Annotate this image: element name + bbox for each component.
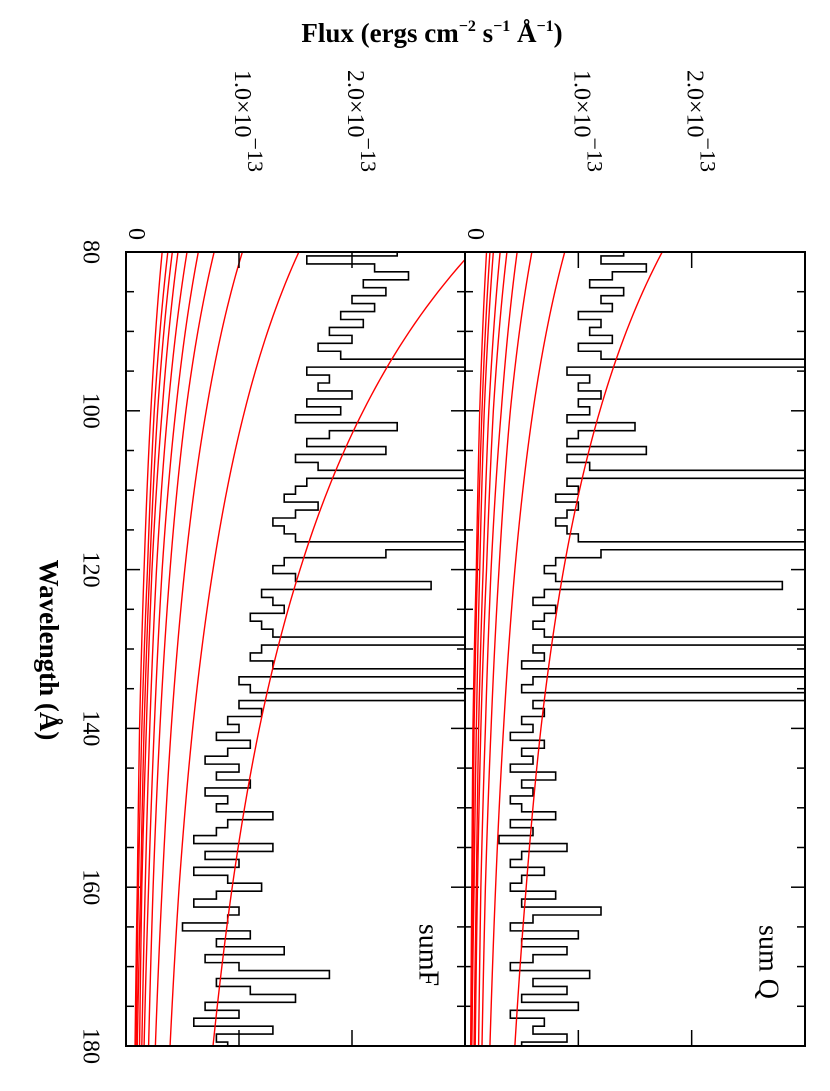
flux-tick-label: 0	[123, 228, 149, 240]
flux-tick-label: 1.0×10−13	[569, 70, 607, 172]
flux-tick-label: 1.0×10−13	[229, 70, 267, 172]
model-curve	[141, 252, 188, 1046]
spectrum-line	[498, 252, 805, 1046]
model-curve	[135, 252, 169, 1046]
model-curve	[477, 252, 518, 1046]
flux-axis-title: Flux (ergs cm−2 s−1 Å−1)	[301, 18, 562, 48]
model-curve	[481, 252, 533, 1046]
wavelength-axis-title: Wavelength (Å)	[34, 560, 64, 741]
flux-tick-label: 0	[462, 228, 488, 240]
panel-sumF	[134, 252, 465, 1046]
spectrum-line	[181, 252, 465, 1046]
model-curve	[469, 252, 488, 1046]
model-curve	[154, 252, 244, 1046]
wavelength-tick-label: 140	[77, 710, 103, 746]
model-curve	[147, 252, 215, 1046]
model-curve	[138, 252, 179, 1046]
flux-tick-label: 2.0×10−13	[682, 70, 720, 172]
model-curve	[471, 252, 495, 1046]
model-curve	[474, 252, 508, 1046]
model-curve	[473, 252, 501, 1046]
wavelength-tick-label: 120	[77, 552, 103, 588]
panel-sumQ	[469, 252, 805, 1046]
wavelength-tick-label: 160	[77, 869, 103, 905]
model-curve	[212, 258, 465, 1046]
model-curve	[134, 252, 163, 1046]
panel-label-sumQ: sum Q	[753, 925, 784, 999]
wavelength-tick-label: 80	[77, 240, 103, 264]
model-curve	[169, 252, 300, 1046]
model-curve	[489, 252, 566, 1046]
model-curve	[143, 252, 200, 1046]
panel-label-sumF: sumF	[413, 924, 444, 986]
flux-tick-label: 2.0×10−13	[342, 70, 380, 172]
wavelength-tick-label: 100	[77, 393, 103, 429]
model-curve	[514, 252, 663, 1046]
model-curve	[136, 252, 174, 1046]
wavelength-tick-label: 180	[77, 1028, 103, 1064]
model-curve	[471, 252, 491, 1046]
